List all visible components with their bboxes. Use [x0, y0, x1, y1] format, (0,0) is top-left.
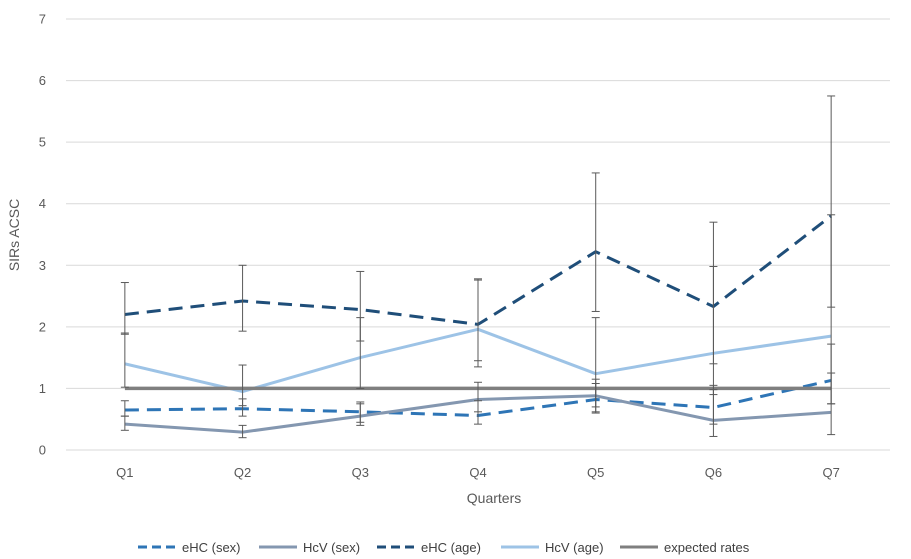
y-tick-label: 4 — [39, 196, 46, 211]
error-bar — [827, 214, 836, 405]
error-bar — [709, 389, 718, 437]
legend-label-hcv-age: HcV (age) — [545, 540, 604, 555]
legend-label-ehc-sex: eHC (sex) — [182, 540, 241, 555]
x-axis-title: Quarters — [467, 490, 521, 506]
error-bar — [709, 266, 718, 396]
legend-label-expected-rates: expected rates — [664, 540, 750, 555]
error-bar — [474, 381, 482, 413]
error-bar — [120, 400, 129, 417]
error-bar — [356, 317, 365, 389]
error-bar — [591, 172, 600, 312]
error-bars — [120, 95, 836, 439]
y-tick-label: 3 — [39, 258, 46, 273]
error-bar — [238, 424, 247, 439]
y-tick-label: 7 — [39, 12, 46, 27]
y-tick-label: 2 — [39, 319, 46, 334]
y-tick-label: 5 — [39, 135, 46, 150]
legend: eHC (sex) HcV (sex) eHC (age) HcV (age) expe… — [138, 540, 750, 555]
error-bar — [238, 364, 247, 407]
x-tick-label: Q2 — [234, 465, 251, 480]
error-bar — [120, 415, 129, 431]
x-axis-tick-labels: Q1 Q2 Q3 Q4 Q5 Q6 Q7 — [116, 465, 840, 480]
legend-label-ehc-age: eHC (age) — [421, 540, 481, 555]
x-tick-label: Q6 — [705, 465, 722, 480]
y-tick-label: 1 — [39, 381, 46, 396]
y-tick-label: 6 — [39, 73, 46, 88]
x-tick-label: Q4 — [469, 465, 486, 480]
error-bar — [591, 317, 600, 408]
y-tick-label: 0 — [39, 443, 46, 458]
x-tick-label: Q1 — [116, 465, 133, 480]
y-axis-title: SIRs ACSC — [6, 199, 22, 271]
error-bar — [474, 279, 482, 368]
x-tick-label: Q5 — [587, 465, 604, 480]
legend-label-hcv-sex: HcV (sex) — [303, 540, 360, 555]
error-bar — [238, 264, 247, 332]
error-bar — [120, 332, 129, 388]
x-tick-label: Q7 — [822, 465, 839, 480]
error-bar — [356, 403, 365, 426]
y-axis-tick-labels: 0 1 2 3 4 5 6 7 — [39, 12, 46, 458]
x-tick-label: Q3 — [352, 465, 369, 480]
